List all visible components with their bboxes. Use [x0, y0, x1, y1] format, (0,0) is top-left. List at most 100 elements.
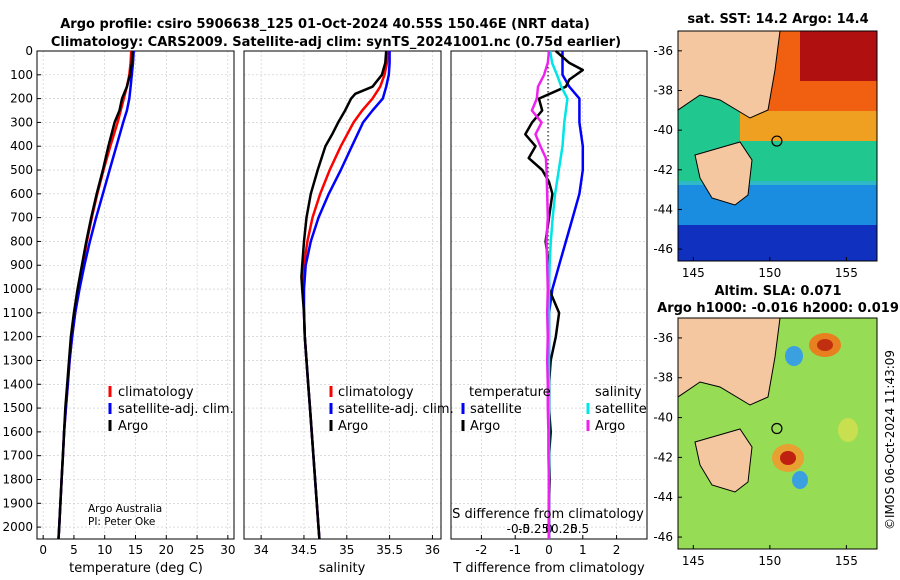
map-y-tick-label: -46 — [653, 242, 673, 256]
x-tick-label: 35 — [339, 543, 354, 557]
depth-tick-label: 200 — [10, 92, 33, 106]
sla-map-frame — [677, 317, 878, 550]
figure-title-line2: Climatology: CARS2009. Satellite-adj cli… — [51, 35, 621, 50]
map-x-tick-label: 145 — [682, 266, 705, 280]
legend-argo-label: Argo — [118, 419, 148, 434]
map-y-tick-label: -44 — [653, 202, 673, 216]
depth-tick-label: 1500 — [2, 401, 33, 415]
legend-s-satellite-label: satellite — [595, 402, 647, 417]
legend-climatology-label: climatology — [118, 385, 194, 400]
depth-tick-label: 1900 — [2, 496, 33, 510]
legend-t-argo-label: Argo — [470, 419, 500, 434]
depth-tick-label: 1400 — [2, 377, 33, 391]
legend-temperature-title: temperature — [469, 385, 551, 400]
map-y-tick-label: -46 — [653, 530, 673, 544]
temperature-legend: climatology satellite-adj. clim. Argo — [108, 385, 234, 434]
imos-timestamp: ©IMOS 06-Oct-2024 11:43:09 — [883, 350, 897, 530]
mainland-australia — [678, 318, 781, 406]
x-tick-label: 2 — [613, 543, 621, 557]
x-tick-label: 34.5 — [291, 543, 318, 557]
credit-line2: PI: Peter Oke — [88, 516, 155, 528]
map-y-tick-label: -40 — [653, 411, 673, 425]
figure-title-line1: Argo profile: csiro 5906638_125 01-Oct-2… — [60, 17, 590, 32]
sla-map-panel: Altim. SLA: 0.071 Argo h1000: -0.016 h20… — [653, 284, 898, 568]
sla-map-title-line1: Altim. SLA: 0.071 — [715, 284, 842, 299]
sla-map-axes: 145 150 155 -36 -38 -40 -42 -44 -46 — [653, 331, 857, 568]
sst-hot-patch — [800, 31, 877, 81]
salinity-axes-frame — [243, 50, 442, 540]
map-y-tick-label: -38 — [653, 83, 673, 97]
depth-tick-label: 1100 — [2, 306, 33, 320]
sst-map-frame — [677, 30, 878, 262]
x-tick-label: 34 — [253, 543, 268, 557]
difference-x-axis: -2 -1 0 1 2 — [475, 535, 620, 557]
s-diff-tick-label: -0.25 — [518, 522, 549, 536]
map-x-tick-label: 150 — [758, 554, 781, 568]
mainland-australia — [678, 31, 781, 119]
depth-tick-label: 900 — [10, 258, 33, 272]
map-y-tick-label: -42 — [653, 450, 673, 464]
depth-tick-label: 2000 — [2, 520, 33, 534]
depth-tick-label: 400 — [10, 139, 33, 153]
x-tick-label: 5 — [70, 543, 78, 557]
legend-satellite-label: satellite-adj. clim. — [118, 402, 234, 417]
sla-low-2 — [792, 471, 808, 489]
x-tick-label: 10 — [97, 543, 112, 557]
series-line-t-satellite — [547, 51, 585, 539]
temperature-lines — [57, 50, 135, 540]
sla-low-1 — [785, 346, 803, 366]
s-diff-tick-label: -0.5 — [507, 522, 530, 536]
s-diff-tick-label: 0.25 — [551, 522, 578, 536]
map-x-tick-label: 150 — [758, 266, 781, 280]
depth-tick-label: 600 — [10, 187, 33, 201]
credit-line1: Argo Australia — [88, 503, 162, 515]
legend-s-argo-label: Argo — [595, 419, 625, 434]
depth-tick-label: 1600 — [2, 425, 33, 439]
difference-grid — [451, 50, 647, 539]
depth-tick-label: 300 — [10, 115, 33, 129]
t-difference-x-label: T difference from climatology — [452, 561, 645, 576]
depth-tick-label: 500 — [10, 163, 33, 177]
difference-lines — [524, 50, 585, 539]
x-tick-label: 0 — [39, 543, 47, 557]
x-tick-label: 36 — [425, 543, 440, 557]
depth-tick-label: 100 — [10, 68, 33, 82]
series-line-s-argo — [530, 50, 551, 539]
sla-map-title-line2: Argo h1000: -0.016 h2000: 0.019 — [657, 301, 899, 316]
sla-medium-patch — [838, 418, 858, 442]
depth-tick-label: 700 — [10, 211, 33, 225]
salinity-grid — [244, 50, 441, 539]
sst-map-panel: sat. SST: 14.2 Argo: 14.4 145 150 155 -36 -3… — [653, 12, 878, 280]
depth-tick-label: 1000 — [2, 282, 33, 296]
x-tick-label: 20 — [159, 543, 174, 557]
depth-tick-label: 1300 — [2, 353, 33, 367]
map-y-tick-label: -36 — [653, 331, 673, 345]
sla-map-field — [678, 318, 877, 549]
legend-climatology-label: climatology — [338, 385, 414, 400]
difference-legend: temperature salinity satellite Argo sate… — [461, 385, 647, 434]
depth-axis: 0 100 200 300 400 500 600 700 800 900 1000 1100 1200… — [2, 44, 41, 534]
x-tick-label: 1 — [579, 543, 587, 557]
sst-map-axes: 145 150 155 -36 -38 -40 -42 -44 -46 — [653, 44, 857, 280]
map-x-tick-label: 145 — [682, 554, 705, 568]
argo-position-marker — [771, 422, 783, 435]
salinity-panel: 34 34.5 35 35.5 36 salinity climatology sate… — [243, 50, 454, 576]
series-line-satellite — [57, 50, 135, 540]
series-line-argo — [57, 50, 134, 540]
tasmania — [694, 141, 753, 206]
depth-tick-label: 0 — [25, 44, 33, 58]
sla-high-2-core — [780, 451, 796, 465]
depth-tick-label: 1200 — [2, 330, 33, 344]
x-tick-label: 15 — [128, 543, 143, 557]
map-y-tick-label: -40 — [653, 123, 673, 137]
temperature-panel: 0100200300400500600700800900100011001200… — [2, 44, 235, 576]
series-line-climatology — [301, 50, 390, 540]
x-tick-label: 25 — [189, 543, 204, 557]
map-y-tick-label: -42 — [653, 163, 673, 177]
series-line-t-argo — [524, 50, 585, 539]
temperature-x-axis: 0 5 10 15 20 25 30 — [39, 535, 235, 557]
map-y-tick-label: -36 — [653, 44, 673, 58]
map-y-tick-label: -44 — [653, 490, 673, 504]
legend-salinity-title: salinity — [595, 385, 642, 400]
